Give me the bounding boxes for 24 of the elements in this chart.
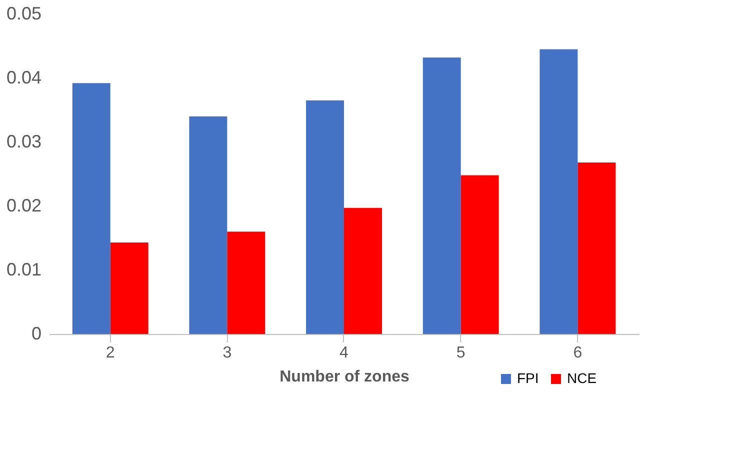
y-tick-label: 0.04	[6, 68, 42, 88]
bar	[578, 162, 616, 334]
x-axis-title: Number of zones	[280, 368, 410, 386]
y-tick-label: 0.02	[6, 196, 42, 216]
x-tick-label: 4	[340, 344, 349, 362]
bar	[72, 83, 110, 334]
y-tick-label: 0.01	[6, 260, 42, 280]
bar	[422, 58, 461, 334]
bar	[460, 175, 499, 334]
x-tick-label: 2	[106, 344, 115, 362]
y-tick-label: 0.03	[6, 132, 42, 152]
bar	[540, 49, 578, 334]
x-tick-label: 6	[573, 344, 582, 362]
x-tick-label: 5	[456, 344, 466, 362]
bar	[344, 208, 382, 334]
legend-label: NCE	[567, 370, 597, 386]
x-tick-label: 3	[222, 344, 232, 362]
bar	[189, 116, 228, 334]
bar	[306, 100, 344, 334]
bar	[227, 232, 266, 334]
y-tick-label: 0.05	[6, 4, 42, 24]
bar	[110, 242, 148, 334]
y-tick-label: 0	[31, 324, 42, 344]
legend-label: FPI	[517, 370, 539, 386]
